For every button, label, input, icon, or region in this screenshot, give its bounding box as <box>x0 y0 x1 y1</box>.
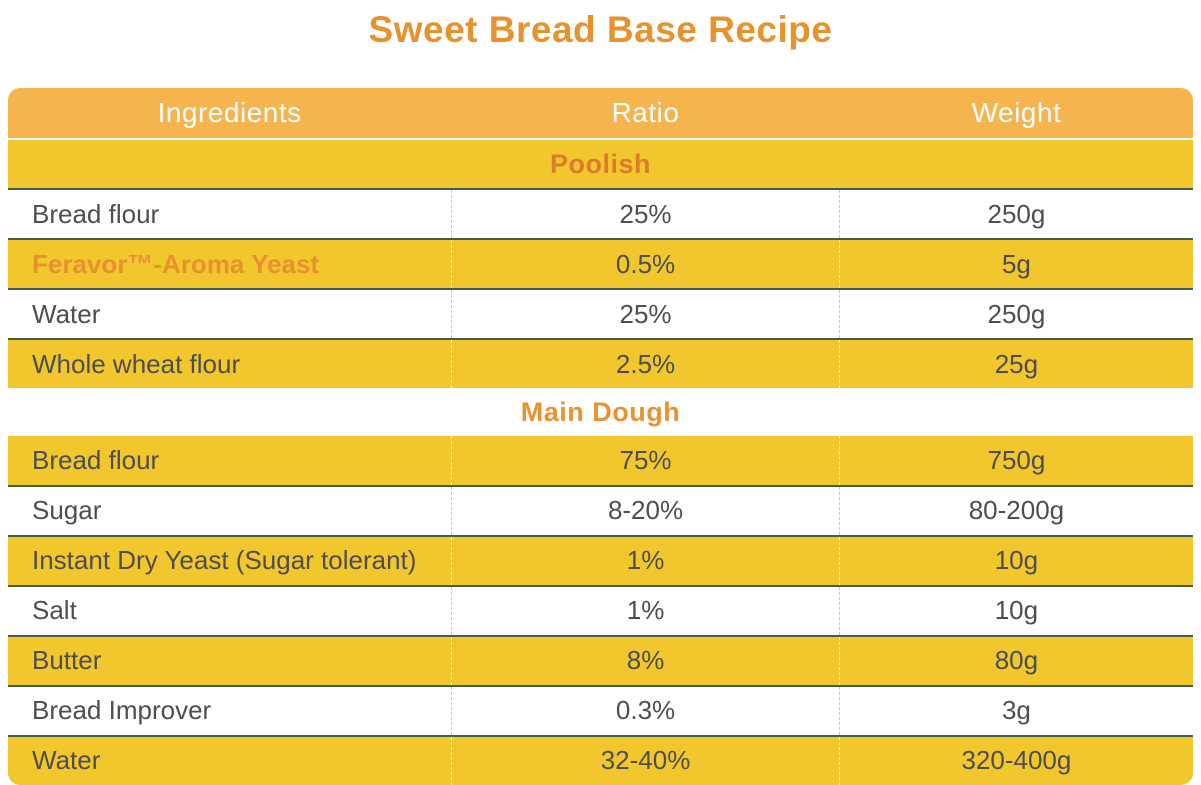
ingredient-cell: Whole wheat flour <box>32 348 241 379</box>
ratio-cell: 1% <box>451 536 840 585</box>
section-label: Poolish <box>549 148 651 179</box>
ratio-cell: 25% <box>451 290 840 339</box>
ingredient-cell: Bread Improver <box>32 695 212 726</box>
ratio-cell: 8-20% <box>451 486 840 535</box>
table-row: Whole wheat flour 2.5% 25g <box>8 340 1193 389</box>
section-label: Main Dough <box>520 396 681 427</box>
table-row: Bread Improver 0.3% 3g <box>8 684 1193 737</box>
table-row: Water 32-40% 320-400g <box>8 736 1193 785</box>
ratio-cell: 0.3% <box>451 686 840 735</box>
table-row: Salt 1% 10g <box>8 584 1193 637</box>
table-row: Instant Dry Yeast (Sugar tolerant) 1% 10… <box>8 536 1193 585</box>
table-header-row: Ingredients Ratio Weight <box>8 88 1193 138</box>
section-row-main-dough: Main Dough <box>8 388 1193 437</box>
table-body: Poolish Bread flour 25% 250g Feravor™-Ar… <box>8 140 1193 785</box>
weight-cell: 320-400g <box>961 745 1072 776</box>
ingredient-cell: Bread flour <box>32 445 160 475</box>
table-row: Bread flour 75% 750g <box>8 436 1193 485</box>
ratio-cell: 32-40% <box>451 736 840 785</box>
ratio-cell: 25% <box>451 190 840 239</box>
ratio-cell: 2.5% <box>451 340 840 389</box>
weight-cell: 250g <box>987 298 1046 329</box>
weight-cell: 3g <box>1001 695 1031 726</box>
ingredient-cell: Sugar <box>32 495 102 526</box>
recipe-table: Ingredients Ratio Weight Poolish Bread f… <box>8 88 1193 785</box>
header-cell-ingredients: Ingredients <box>157 97 302 128</box>
table-row: Butter 8% 80g <box>8 636 1193 685</box>
weight-cell: 80-200g <box>968 495 1065 526</box>
ratio-cell: 0.5% <box>451 240 840 289</box>
header-cell-weight: Weight <box>971 97 1062 128</box>
weight-cell: 5g <box>1001 248 1031 279</box>
weight-cell: 25g <box>994 348 1039 379</box>
weight-cell: 250g <box>987 198 1046 229</box>
ingredient-cell: Bread flour <box>32 198 160 229</box>
section-row-poolish: Poolish <box>8 140 1193 189</box>
ingredient-cell: Butter <box>32 645 102 676</box>
page-title: Sweet Bread Base Recipe <box>368 9 833 50</box>
table-row: Water 25% 250g <box>8 288 1193 341</box>
ingredient-cell-branded: Feravor™-Aroma Yeast <box>32 248 320 279</box>
weight-cell: 10g <box>994 595 1039 626</box>
ratio-cell: 75% <box>451 436 840 485</box>
ingredient-cell: Water <box>32 298 101 329</box>
table-row: Bread flour 25% 250g <box>8 188 1193 241</box>
table-row: Sugar 8-20% 80-200g <box>8 484 1193 537</box>
ingredient-cell: Salt <box>32 595 77 626</box>
ratio-cell: 1% <box>451 586 840 635</box>
ingredient-cell: Water <box>32 745 101 776</box>
header-cell-ratio: Ratio <box>611 97 680 128</box>
weight-cell: 10g <box>994 545 1039 576</box>
ratio-cell: 8% <box>451 636 840 685</box>
weight-cell: 750g <box>987 445 1046 475</box>
title-bar: Sweet Bread Base Recipe <box>0 0 1201 88</box>
table-row-highlighted: Feravor™-Aroma Yeast 0.5% 5g <box>8 240 1193 289</box>
ingredient-cell: Instant Dry Yeast (Sugar tolerant) <box>32 545 417 576</box>
weight-cell: 80g <box>994 645 1039 676</box>
